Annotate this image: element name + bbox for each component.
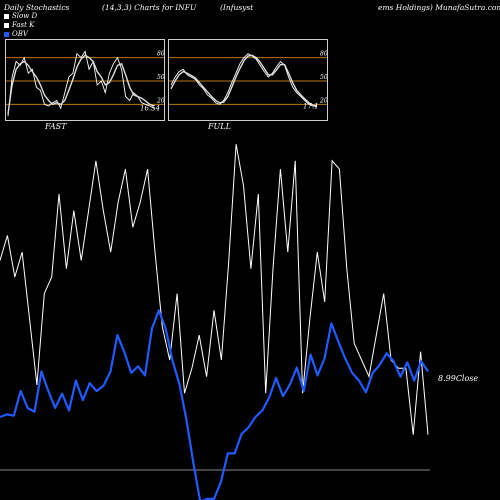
close-label: 8.99Close — [438, 374, 478, 383]
legend-item-slow-d: Slow D — [4, 12, 37, 21]
chart-title-left: Daily Stochastics — [4, 3, 70, 12]
last-value-label: 17.1 — [303, 103, 319, 111]
level-label: 50 — [157, 74, 165, 81]
legend-swatch — [4, 32, 9, 37]
level-label: 80 — [157, 51, 165, 58]
fast-k-line — [170, 53, 318, 108]
chart-title-right-a: (Infusyst — [220, 3, 254, 12]
level-label: 80 — [320, 51, 328, 58]
full-stoch-panel: 20 50 80 17.1 — [168, 39, 328, 121]
legend-label: Fast K — [12, 21, 35, 29]
level-label: 20 — [156, 97, 165, 104]
level-label: 20 — [319, 97, 328, 104]
full-panel-label: FULL — [208, 122, 231, 131]
obv-line — [0, 309, 429, 500]
legend-label: Slow D — [12, 12, 38, 20]
slow-d-line — [7, 54, 155, 114]
chart-title-right-b: ems Holdings) MunafaSutra.com — [378, 3, 500, 12]
fast-stoch-svg: 20 50 80 16.54 — [6, 50, 165, 117]
full-stoch-svg: 20 50 80 17.1 — [169, 51, 328, 111]
legend-swatch — [4, 14, 9, 19]
fast-k-line — [7, 50, 155, 117]
slow-d-line — [170, 54, 318, 107]
fast-stoch-panel: 20 50 80 16.54 — [5, 39, 165, 121]
legend-item-fast-k: Fast K — [4, 21, 37, 30]
last-value-label: 16.54 — [140, 104, 160, 112]
chart-title-middle: (14,3,3) Charts for INFU — [102, 3, 197, 12]
legend-swatch — [4, 23, 9, 28]
price-line — [0, 144, 429, 435]
legend-item-obv: OBV — [4, 30, 37, 39]
level-label: 50 — [320, 74, 328, 81]
legend-label: OBV — [12, 30, 28, 38]
legend: Slow D Fast K OBV — [4, 12, 37, 39]
fast-panel-label: FAST — [45, 122, 67, 131]
